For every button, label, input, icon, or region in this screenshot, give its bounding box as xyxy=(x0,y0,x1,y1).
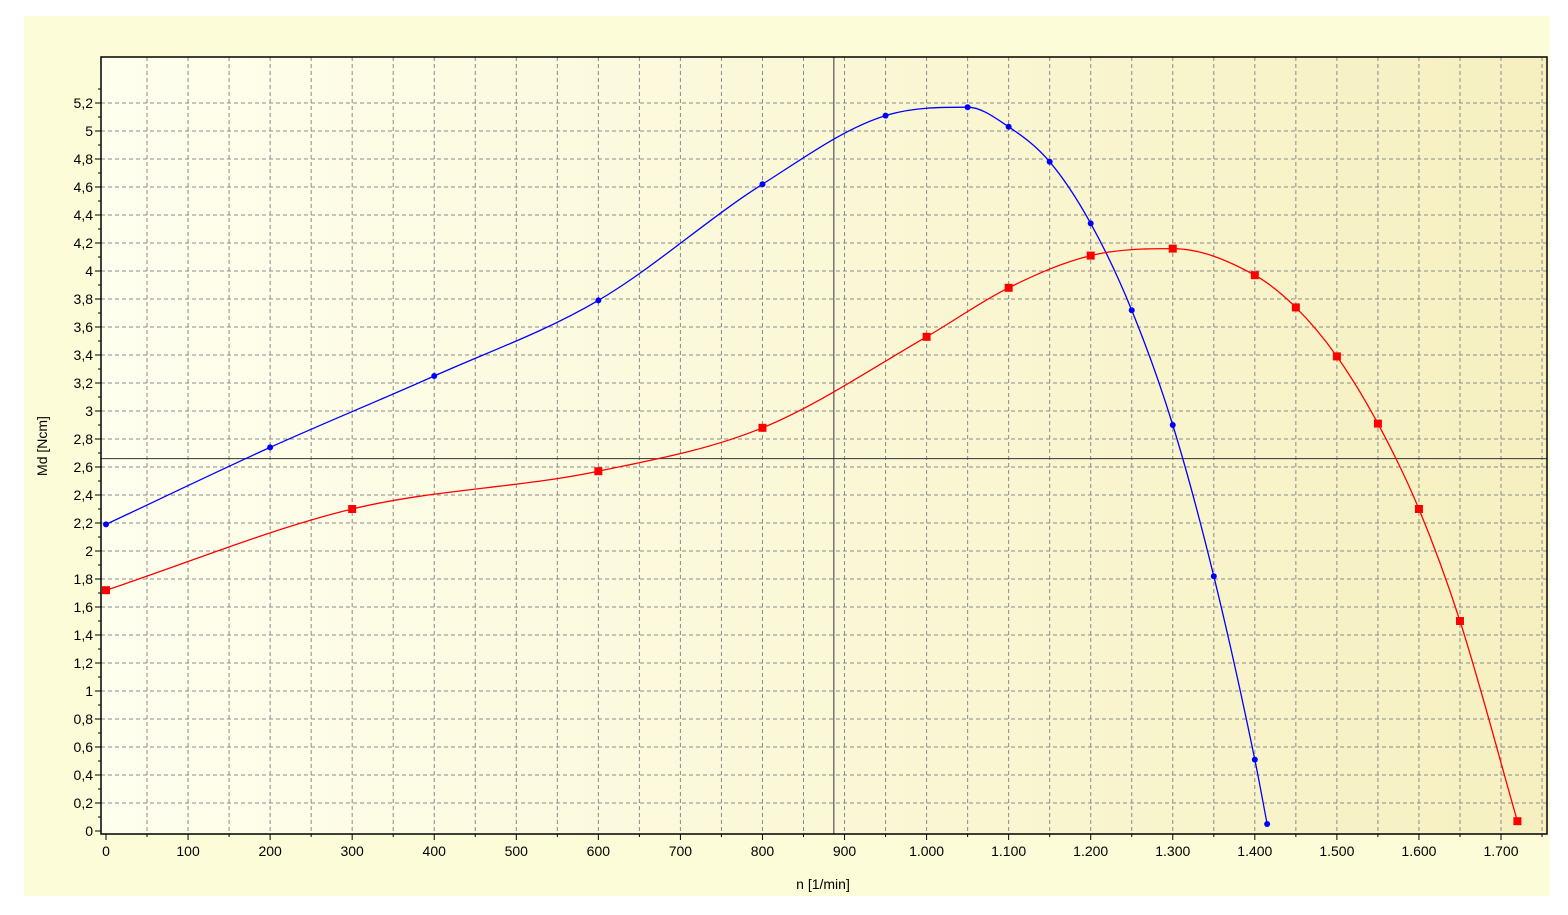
series-1-point xyxy=(1087,220,1094,227)
y-tick-label: 0,6 xyxy=(74,739,94,755)
y-tick-label: 3,8 xyxy=(74,291,94,307)
series-2-point xyxy=(1332,352,1341,361)
y-tick-label: 0,4 xyxy=(74,767,94,783)
series-2-point xyxy=(594,467,603,476)
x-tick-label: 800 xyxy=(751,843,775,859)
y-tick-label: 0,2 xyxy=(74,795,94,811)
series-2-point xyxy=(1086,251,1095,260)
series-1-point xyxy=(1046,158,1053,165)
y-tick-label: 3,4 xyxy=(74,347,94,363)
series-2-point xyxy=(1513,817,1522,826)
series-1-point xyxy=(595,297,602,304)
y-tick-label: 1,8 xyxy=(74,571,94,587)
tick-labels: 0 100 200 300 400 500 600 700 800 900 1.000 1.100 1.… xyxy=(74,95,1519,859)
x-tick-label: 1.700 xyxy=(1483,843,1518,859)
series-2-point xyxy=(1250,271,1259,280)
y-tick-label: 2,2 xyxy=(74,515,94,531)
x-tick-label: 500 xyxy=(505,843,529,859)
x-tick-label: 1.400 xyxy=(1237,843,1272,859)
x-tick-label: 1.500 xyxy=(1319,843,1354,859)
series-2-point xyxy=(1004,283,1013,292)
y-tick-label: 3,2 xyxy=(74,375,94,391)
y-tick-label: 0 xyxy=(85,823,93,839)
plot-area-background xyxy=(101,57,1547,834)
y-tick-label: 3,6 xyxy=(74,319,94,335)
y-axis-title: Md [Ncm] xyxy=(34,416,50,476)
series-1-point xyxy=(1005,123,1012,130)
series-1-point xyxy=(759,181,766,188)
x-tick-label: 1.600 xyxy=(1401,843,1436,859)
y-tick-label: 2,4 xyxy=(74,487,94,503)
x-tick-label: 700 xyxy=(669,843,693,859)
series-2-line xyxy=(105,247,1519,822)
y-tick-label: 1 xyxy=(85,683,93,699)
torque-speed-chart: 0 100 200 300 400 500 600 700 800 900 1.000 1.100 1.… xyxy=(34,56,1548,892)
y-tick-label: 1,4 xyxy=(74,627,94,643)
y-tick-label: 1,2 xyxy=(74,655,94,671)
x-tick-label: 200 xyxy=(258,843,282,859)
series-1-point xyxy=(964,104,971,111)
x-tick-label: 300 xyxy=(340,843,364,859)
series-layer xyxy=(102,104,1522,827)
y-tick-label: 5 xyxy=(85,123,93,139)
series-2 xyxy=(102,244,1522,826)
y-tick-label: 2,8 xyxy=(74,431,94,447)
series-1-point xyxy=(1251,756,1258,763)
x-tick-label: 600 xyxy=(587,843,611,859)
series-1-point xyxy=(1128,307,1135,314)
y-tick-label: 4,4 xyxy=(74,207,94,223)
y-tick-label: 4,6 xyxy=(74,179,94,195)
y-tick-label: 5,2 xyxy=(74,95,94,111)
x-tick-label: 0 xyxy=(102,843,110,859)
y-tick-label: 3 xyxy=(85,403,93,419)
series-2-point xyxy=(1455,617,1464,625)
x-tick-label: 900 xyxy=(833,843,857,859)
x-tick-label: 1.000 xyxy=(909,843,944,859)
x-axis-title: n [1/min] xyxy=(796,876,850,892)
series-2-point xyxy=(348,505,357,513)
series-2-point xyxy=(758,423,767,432)
y-tick-label: 2 xyxy=(85,543,93,559)
y-tick-label: 4 xyxy=(85,263,93,279)
x-tick-label: 1.200 xyxy=(1073,843,1108,859)
y-tick-label: 0,8 xyxy=(74,711,94,727)
series-1-point xyxy=(103,521,109,528)
y-tick-label: 4,2 xyxy=(74,235,94,251)
series-1-point xyxy=(1169,422,1176,428)
x-tick-label: 1.100 xyxy=(991,843,1026,859)
series-2-point xyxy=(1373,419,1382,428)
series-1-point xyxy=(1210,573,1217,580)
y-tick-label: 4,8 xyxy=(74,151,94,167)
axes xyxy=(95,56,1548,840)
series-1-point xyxy=(1264,821,1271,827)
series-2-point xyxy=(1168,244,1177,253)
crosshair xyxy=(101,57,1547,834)
grid xyxy=(101,57,1547,834)
series-2-point xyxy=(102,586,110,595)
series-2-point xyxy=(922,332,931,341)
plot-frame xyxy=(100,56,1548,835)
y-tick-label: 1,6 xyxy=(74,599,94,615)
x-tick-label: 100 xyxy=(176,843,200,859)
series-1-point xyxy=(431,373,438,379)
chart-panel: 0 100 200 300 400 500 600 700 800 900 1.000 1.100 1.… xyxy=(24,16,1550,896)
x-tick-label: 1.300 xyxy=(1155,843,1190,859)
series-2-point xyxy=(1291,303,1300,312)
series-1-point xyxy=(267,444,274,451)
series-1-point xyxy=(882,112,889,119)
x-tick-label: 400 xyxy=(423,843,447,859)
series-1 xyxy=(103,104,1271,827)
series-2-point xyxy=(1414,505,1423,513)
y-tick-label: 2,6 xyxy=(74,459,94,475)
